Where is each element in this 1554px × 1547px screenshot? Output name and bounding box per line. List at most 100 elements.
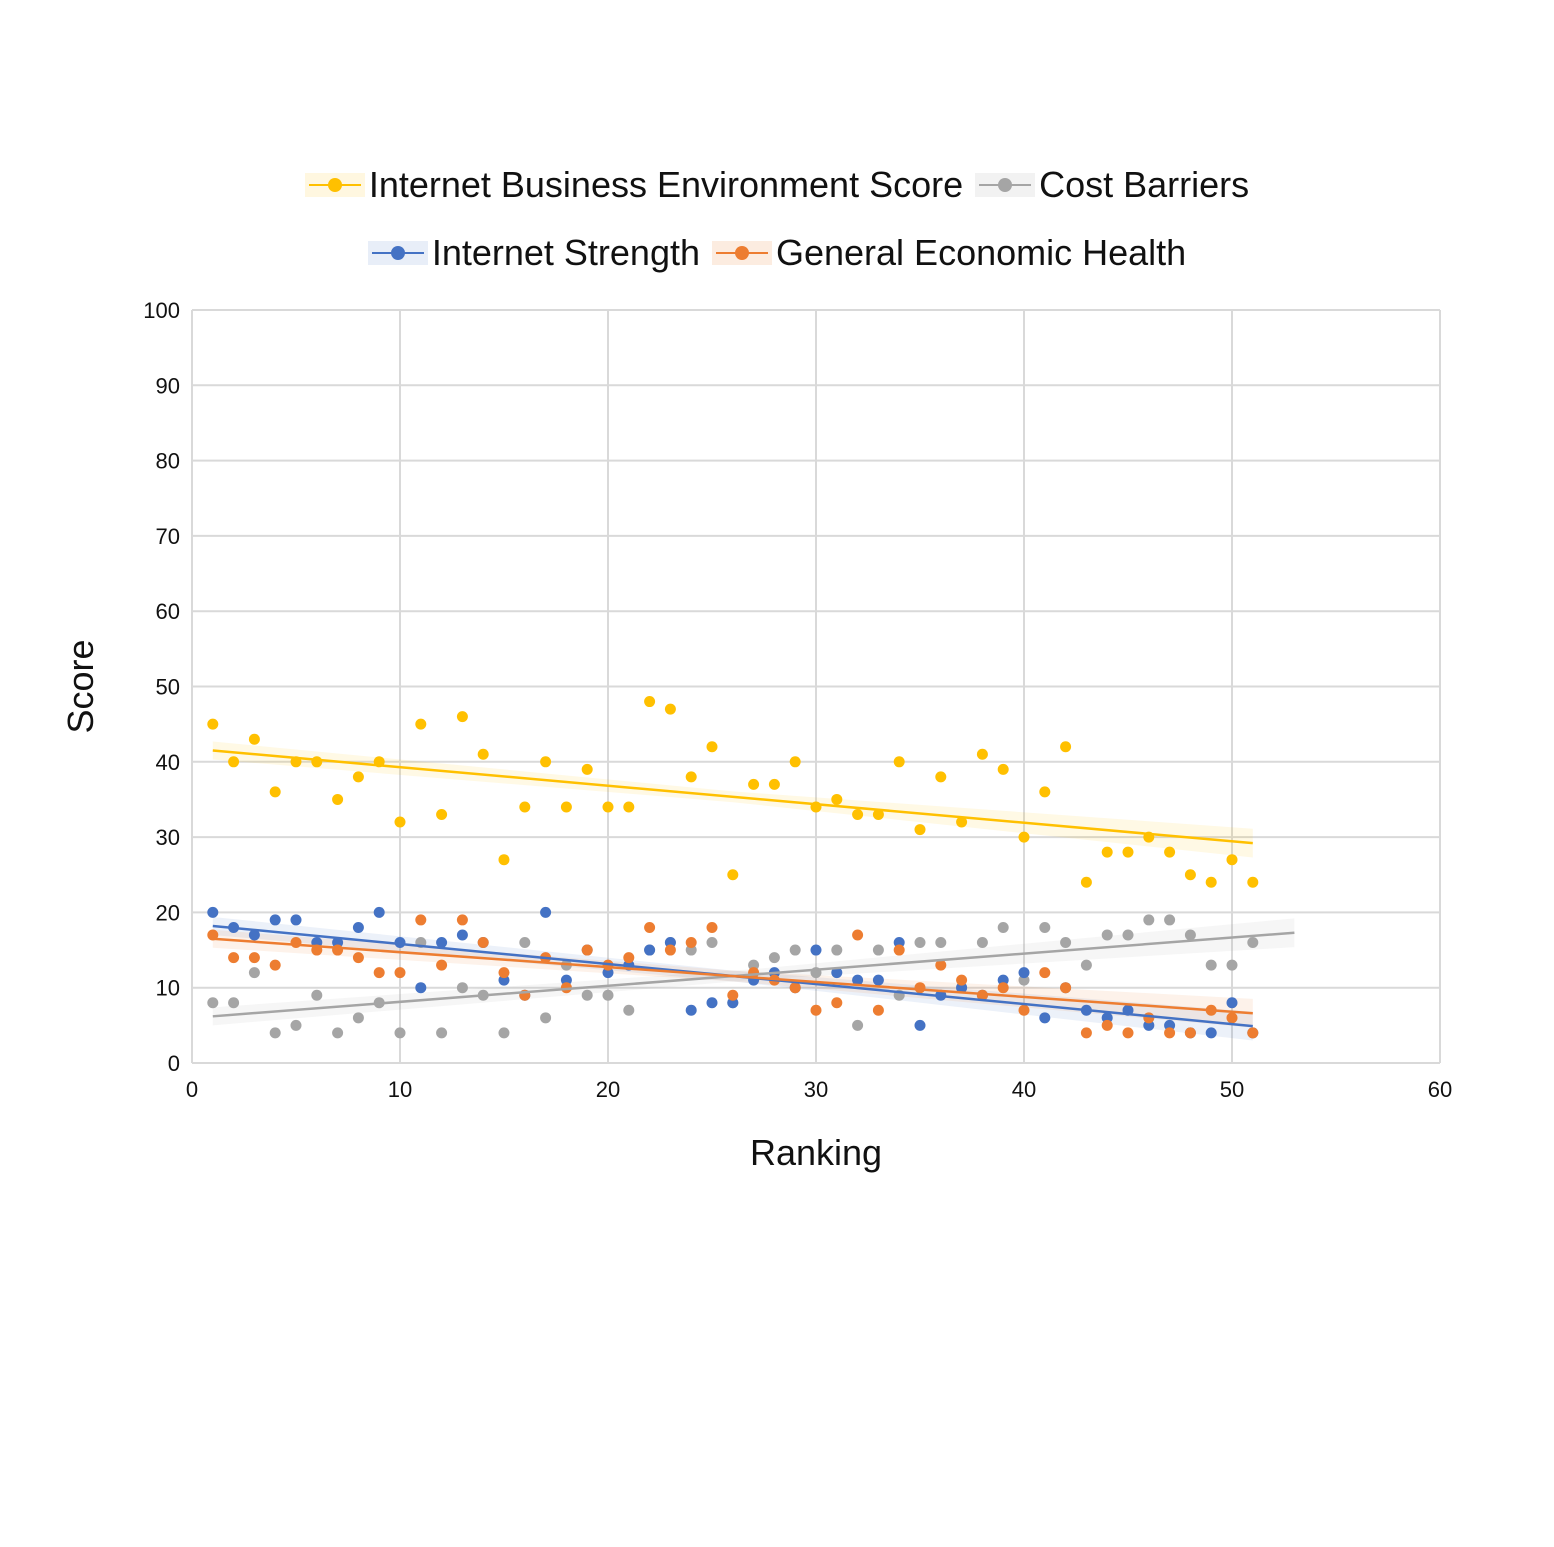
data-point-series-0 xyxy=(789,756,801,768)
data-point-series-3 xyxy=(1018,1004,1030,1016)
data-point-series-3 xyxy=(581,944,593,956)
data-point-series-2 xyxy=(602,967,614,979)
data-point-series-3 xyxy=(935,959,947,971)
data-point-series-1 xyxy=(706,937,718,949)
data-point-series-3 xyxy=(436,959,448,971)
data-point-series-1 xyxy=(540,1012,552,1024)
data-point-series-2 xyxy=(560,974,572,986)
data-point-series-0 xyxy=(311,756,323,768)
trendline-3 xyxy=(212,937,1253,1015)
data-point-series-2 xyxy=(685,1004,697,1016)
data-point-series-3 xyxy=(1184,1027,1196,1039)
data-point-series-0 xyxy=(1247,876,1259,888)
y-tick-label: 20 xyxy=(156,900,180,925)
data-point-series-0 xyxy=(1060,741,1072,753)
data-point-series-1 xyxy=(1143,914,1155,926)
data-point-series-3 xyxy=(872,1004,884,1016)
data-point-series-3 xyxy=(1080,1027,1092,1039)
data-point-series-0 xyxy=(332,793,344,805)
data-point-series-0 xyxy=(1122,846,1134,858)
data-point-series-0 xyxy=(498,854,510,866)
data-point-series-2 xyxy=(332,937,344,949)
legend-swatch-cost-barriers xyxy=(975,173,1036,197)
data-point-series-0 xyxy=(997,763,1009,775)
data-point-series-1 xyxy=(456,982,468,994)
data-point-series-3 xyxy=(664,944,676,956)
data-point-series-0 xyxy=(248,733,260,745)
data-point-series-2 xyxy=(893,937,905,949)
data-point-series-2 xyxy=(1101,1012,1113,1024)
data-point-series-1 xyxy=(311,989,323,1001)
data-point-series-1 xyxy=(352,1012,364,1024)
y-tick-label: 70 xyxy=(156,524,180,549)
data-point-series-0 xyxy=(685,771,697,783)
data-point-series-0 xyxy=(623,801,635,813)
data-point-series-2 xyxy=(997,974,1009,986)
data-point-series-1 xyxy=(852,1019,864,1031)
data-point-series-3 xyxy=(914,982,926,994)
data-point-series-3 xyxy=(352,952,364,964)
data-point-series-0 xyxy=(602,801,614,813)
data-point-series-3 xyxy=(498,967,510,979)
data-point-series-1 xyxy=(1226,959,1238,971)
data-point-series-2 xyxy=(706,997,718,1009)
data-point-series-0 xyxy=(1205,876,1217,888)
data-point-series-0 xyxy=(852,809,864,821)
data-point-series-0 xyxy=(352,771,364,783)
data-point-series-1 xyxy=(248,967,260,979)
data-point-series-1 xyxy=(207,997,219,1009)
data-point-series-0 xyxy=(519,801,531,813)
data-point-series-1 xyxy=(1184,929,1196,941)
data-point-series-0 xyxy=(768,778,780,790)
data-point-series-3 xyxy=(623,952,635,964)
data-point-series-2 xyxy=(269,914,281,926)
data-point-series-0 xyxy=(748,778,760,790)
x-tick-label: 10 xyxy=(388,1077,412,1102)
data-point-series-3 xyxy=(893,944,905,956)
data-point-series-3 xyxy=(1039,967,1051,979)
data-point-series-2 xyxy=(415,982,427,994)
data-point-series-0 xyxy=(540,756,552,768)
data-point-series-2 xyxy=(1039,1012,1051,1024)
data-point-series-1 xyxy=(332,1027,344,1039)
data-point-series-3 xyxy=(1143,1012,1155,1024)
data-point-series-3 xyxy=(1226,1012,1238,1024)
data-point-series-2 xyxy=(1018,967,1030,979)
data-point-series-0 xyxy=(207,718,219,730)
data-point-series-2 xyxy=(1205,1027,1217,1039)
data-point-series-0 xyxy=(893,756,905,768)
data-point-series-0 xyxy=(664,703,676,715)
data-point-series-3 xyxy=(706,921,718,933)
data-point-series-3 xyxy=(373,967,385,979)
data-point-series-1 xyxy=(1080,959,1092,971)
data-point-series-1 xyxy=(1247,937,1259,949)
data-point-series-1 xyxy=(1205,959,1217,971)
data-point-series-0 xyxy=(456,711,468,723)
y-tick-label: 100 xyxy=(143,298,180,323)
data-point-series-2 xyxy=(248,929,260,941)
data-point-series-2 xyxy=(810,944,822,956)
legend-row-2: Internet Strength General Economic Healt… xyxy=(0,228,1554,278)
trendline-1 xyxy=(212,931,1295,1018)
data-point-series-3 xyxy=(1060,982,1072,994)
data-point-series-0 xyxy=(1184,869,1196,881)
y-tick-label: 60 xyxy=(156,599,180,624)
data-point-series-3 xyxy=(789,982,801,994)
data-point-series-1 xyxy=(394,1027,406,1039)
legend-row-1: Internet Business Environment Score Cost… xyxy=(0,160,1554,210)
data-point-series-0 xyxy=(831,793,843,805)
data-point-series-1 xyxy=(436,1027,448,1039)
data-point-series-3 xyxy=(1101,1019,1113,1031)
data-point-series-3 xyxy=(956,974,968,986)
data-point-series-2 xyxy=(1164,1019,1176,1031)
data-point-series-3 xyxy=(1122,1027,1134,1039)
data-point-series-1 xyxy=(997,921,1009,933)
data-point-series-1 xyxy=(872,944,884,956)
data-point-series-2 xyxy=(852,974,864,986)
trendlines xyxy=(212,749,1295,1028)
data-point-series-0 xyxy=(956,816,968,828)
data-point-series-0 xyxy=(394,816,406,828)
data-point-series-0 xyxy=(477,748,489,760)
data-point-series-0 xyxy=(914,824,926,836)
data-point-series-0 xyxy=(1018,831,1030,843)
